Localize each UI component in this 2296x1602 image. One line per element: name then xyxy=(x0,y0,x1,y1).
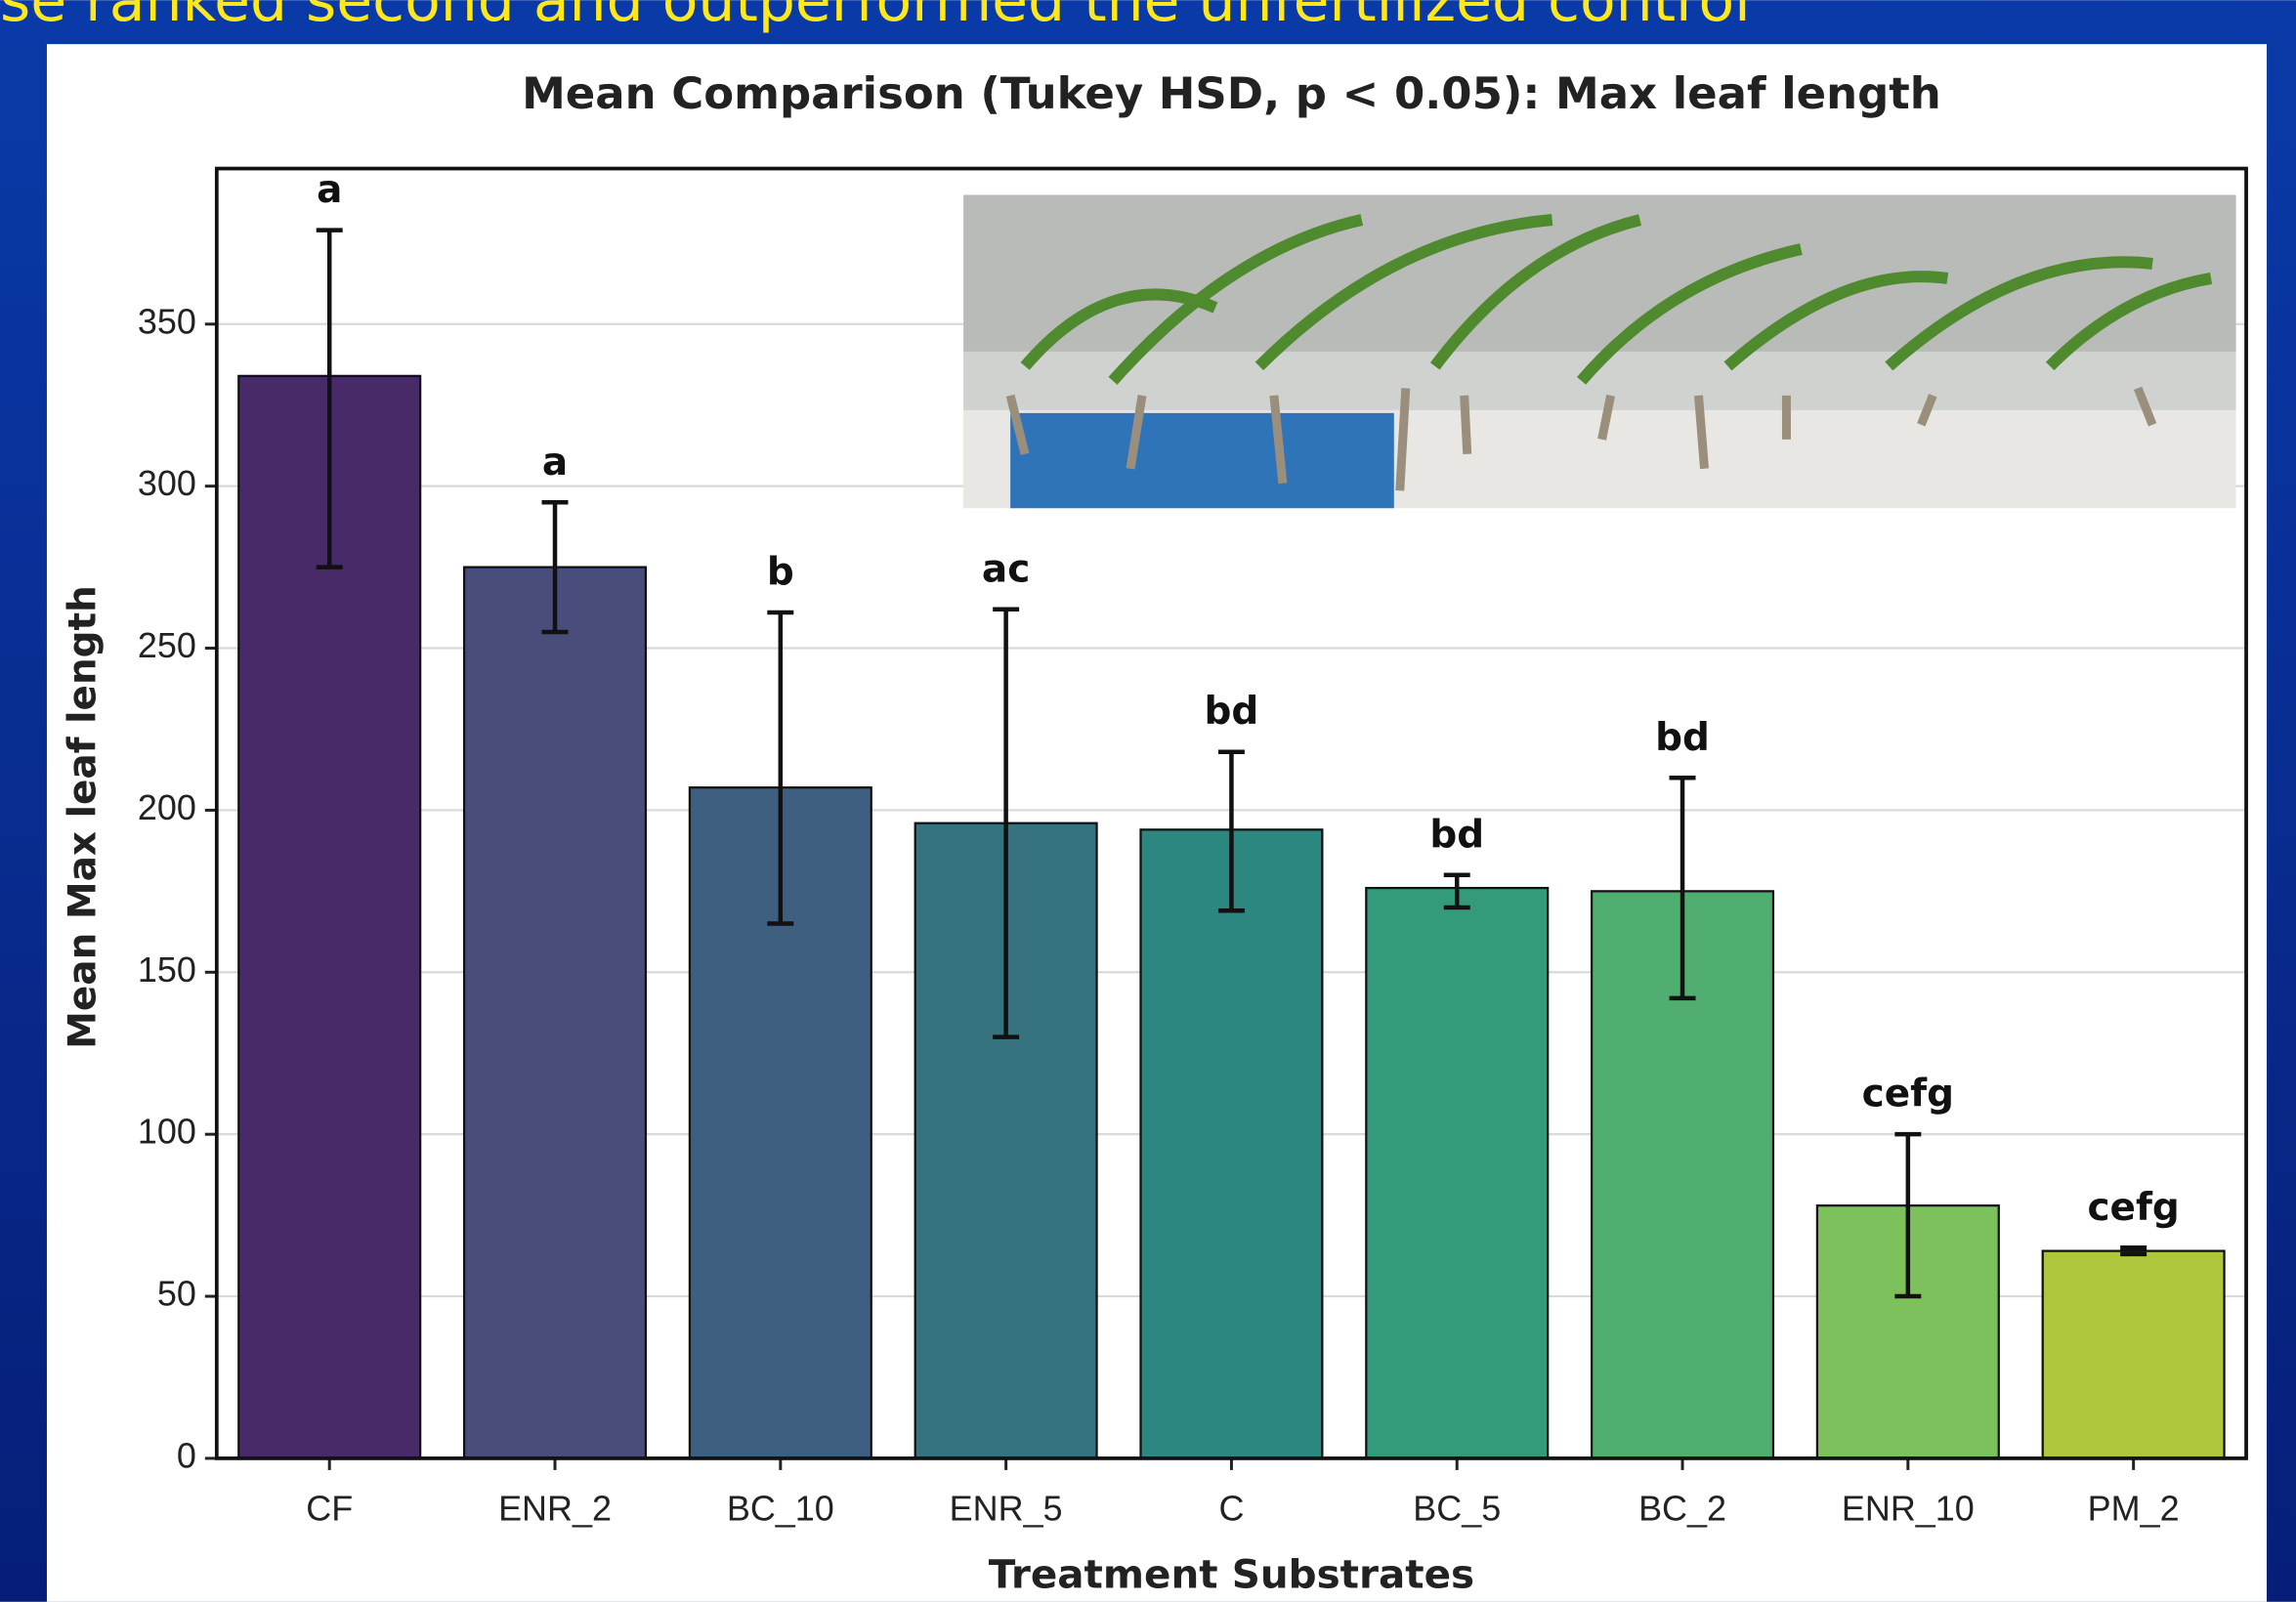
group-label: bd xyxy=(1655,716,1710,760)
plot-frame xyxy=(214,166,2248,1460)
y-tick-label: 350 xyxy=(138,301,196,341)
group-label: a xyxy=(317,168,342,212)
y-tick-label: 100 xyxy=(138,1112,196,1152)
bar xyxy=(462,566,648,1460)
x-tick-label: C xyxy=(1218,1488,1244,1528)
x-tick-label: CF xyxy=(306,1488,353,1528)
inset-photo xyxy=(963,194,2236,509)
bar xyxy=(1139,828,1324,1460)
group-label: bd xyxy=(1205,690,1259,734)
x-tick-label: BC_10 xyxy=(727,1488,834,1528)
group-label: a xyxy=(542,441,568,485)
y-tick-label: 0 xyxy=(177,1435,196,1475)
x-tick-label: ENR_5 xyxy=(950,1488,1063,1528)
y-tick-label: 300 xyxy=(138,463,196,503)
group-label: cefg xyxy=(2087,1186,2179,1230)
x-tick-label: PM_2 xyxy=(2088,1488,2180,1528)
bar xyxy=(2041,1249,2226,1460)
x-axis-label: Treatment Substrates xyxy=(989,1550,1474,1597)
y-tick-label: 50 xyxy=(157,1274,196,1314)
group-label: b xyxy=(767,551,794,595)
group-label: ac xyxy=(982,547,1030,591)
chart-title: Mean Comparison (Tukey HSD, p < 0.05): M… xyxy=(522,67,1941,119)
x-tick-label: BC_5 xyxy=(1413,1488,1501,1528)
y-axis-label: Mean Max leaf length xyxy=(61,585,105,1049)
bar xyxy=(1365,886,1550,1460)
y-tick-label: 250 xyxy=(138,625,196,665)
x-tick-label: BC_2 xyxy=(1638,1488,1726,1528)
x-tick-label: ENR_10 xyxy=(1842,1488,1975,1528)
slide-caption: se ranked second and outperformed the un… xyxy=(0,0,1751,35)
chart: Mean Comparison (Tukey HSD, p < 0.05): M… xyxy=(61,67,2248,1597)
y-tick-label: 200 xyxy=(138,787,196,827)
group-label: bd xyxy=(1429,813,1484,857)
x-tick-label: ENR_2 xyxy=(498,1488,612,1528)
y-tick-label: 150 xyxy=(138,949,196,990)
group-label: cefg xyxy=(1862,1073,1954,1117)
